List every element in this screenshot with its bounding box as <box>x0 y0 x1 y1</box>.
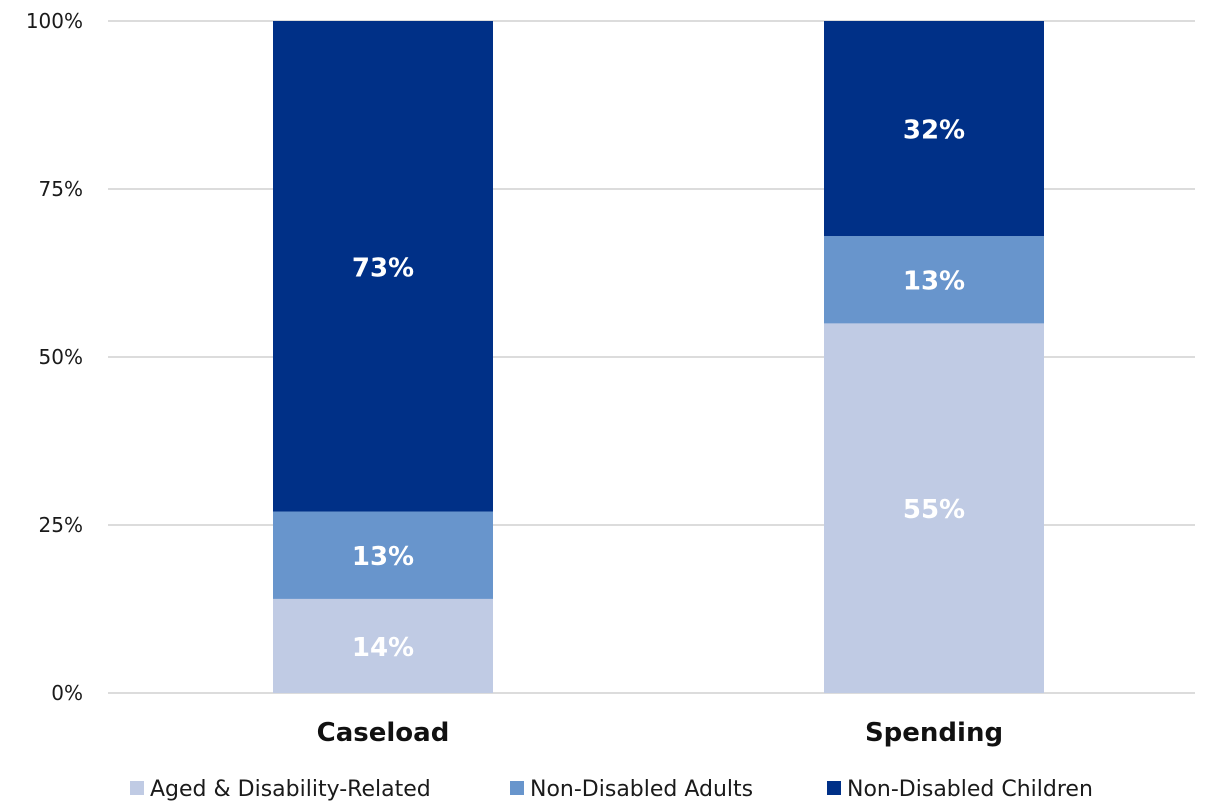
bar-segment <box>824 21 1044 237</box>
y-tick-label: 50% <box>39 345 83 369</box>
bar-segment <box>273 511 493 599</box>
bar-segment <box>273 598 493 693</box>
bar-segment <box>824 236 1044 324</box>
x-category-label: Caseload <box>317 718 450 748</box>
bar-segment <box>273 21 493 512</box>
y-tick-label: 25% <box>39 513 83 537</box>
y-tick-label: 100% <box>26 9 83 33</box>
data-label: 13% <box>352 542 414 572</box>
data-label: 32% <box>903 116 965 146</box>
legend: Aged & Disability-Related Non-Disabled Ad… <box>130 777 1093 802</box>
y-tick-label: 0% <box>51 681 83 705</box>
legend-label: Non-Disabled Children <box>847 777 1093 802</box>
legend-swatch <box>827 781 841 795</box>
data-label: 14% <box>352 633 414 663</box>
legend-swatch <box>510 781 524 795</box>
bar-segment <box>824 323 1044 693</box>
legend-swatch <box>130 781 144 795</box>
data-label: 13% <box>903 267 965 297</box>
legend-label: Aged & Disability-Related <box>150 777 431 802</box>
y-tick-label: 75% <box>39 177 83 201</box>
bars: 14% 13% 73% 55% 13% 32% <box>273 21 1044 693</box>
data-label: 55% <box>903 495 965 525</box>
x-category-label: Spending <box>865 718 1003 748</box>
data-label: 73% <box>352 253 414 283</box>
x-axis-categories: Caseload Spending <box>317 718 1003 748</box>
y-axis-ticks: 0% 25% 50% 75% 100% <box>26 9 83 705</box>
legend-label: Non-Disabled Adults <box>530 777 753 802</box>
